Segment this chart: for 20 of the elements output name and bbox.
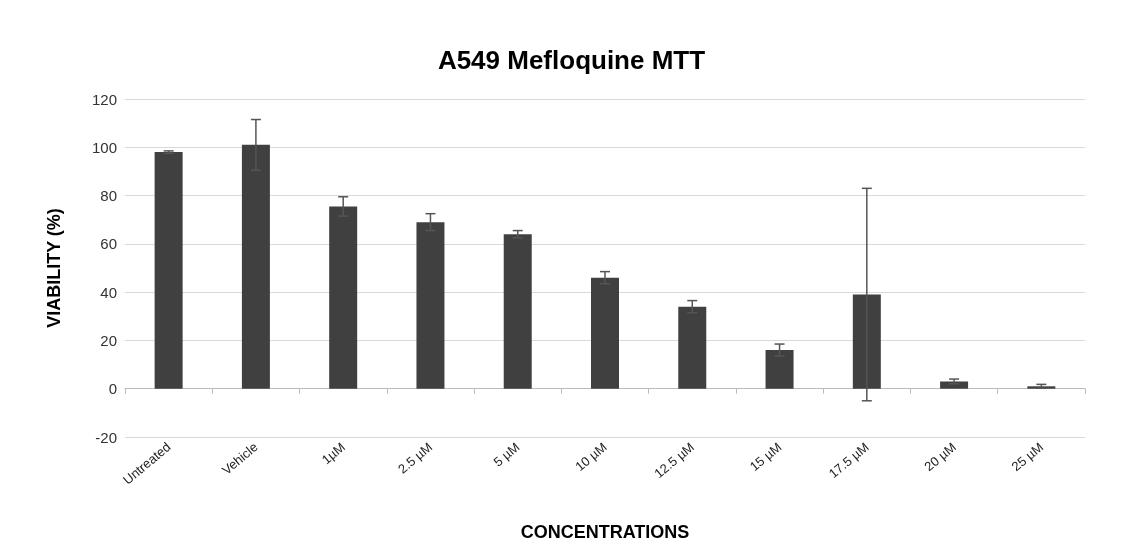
x-tick-label: 2.5 µM bbox=[394, 439, 436, 477]
y-tick-label: 120 bbox=[91, 90, 117, 108]
x-tick-label: 1µM bbox=[318, 439, 348, 468]
x-tick-label: 25 µM bbox=[1008, 439, 1047, 475]
y-tick-label: 80 bbox=[100, 187, 117, 205]
y-tick-label: 0 bbox=[108, 380, 117, 398]
chart-title: A549 Mefloquine MTT bbox=[437, 45, 706, 75]
x-tick-label: 15 µM bbox=[746, 439, 785, 475]
x-tick-label: 12.5 µM bbox=[651, 439, 698, 482]
x-axis-title: CONCENTRATIONS bbox=[520, 522, 690, 542]
y-tick-label: 60 bbox=[100, 235, 117, 253]
x-tick-label: 17.5 µM bbox=[825, 439, 872, 482]
y-tick-label: 20 bbox=[100, 331, 117, 349]
x-tick-label: 5 µM bbox=[490, 439, 523, 470]
y-axis-title: VIABILITY (%) bbox=[44, 208, 64, 328]
x-tick-label: 20 µM bbox=[921, 439, 959, 475]
y-tick-label: 40 bbox=[100, 283, 117, 301]
y-tick-label: 100 bbox=[91, 138, 117, 156]
x-tick-label: 10 µM bbox=[572, 439, 610, 475]
y-tick-label: -20 bbox=[95, 428, 117, 446]
